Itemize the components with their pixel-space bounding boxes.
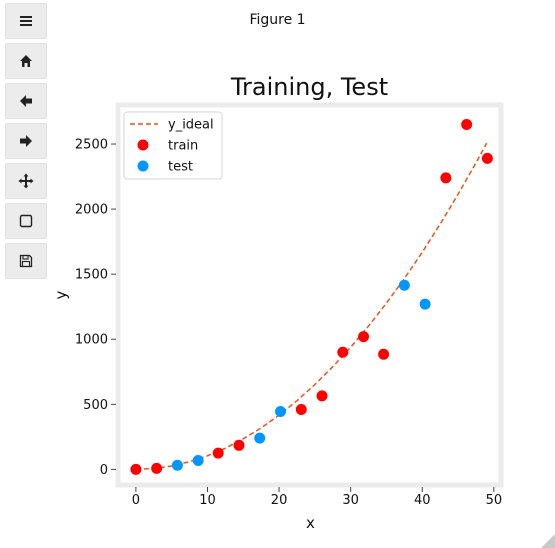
train-point <box>461 119 473 131</box>
arrow-left-icon <box>19 94 33 108</box>
train-point <box>295 404 307 416</box>
legend-swatch-train <box>137 139 149 151</box>
arrow-right-icon <box>19 134 33 148</box>
train-point <box>316 390 328 402</box>
test-point <box>254 432 266 444</box>
x-tick-label: 0 <box>132 493 140 508</box>
y-tick-label: 2000 <box>75 203 108 218</box>
x-tick-label: 20 <box>271 493 288 508</box>
y-tick-label: 1000 <box>75 333 108 348</box>
train-point <box>358 331 370 343</box>
save-button[interactable] <box>5 243 47 279</box>
legend-label-y_ideal: y_ideal <box>168 118 214 133</box>
x-tick-label: 50 <box>486 493 503 508</box>
train-point <box>481 152 493 164</box>
resize-grip[interactable] <box>541 534 555 548</box>
chart-title: Training, Test <box>230 73 388 101</box>
test-point <box>171 459 183 471</box>
legend-swatch-test <box>137 160 149 172</box>
forward-button[interactable] <box>5 123 47 159</box>
x-tick-label: 10 <box>199 493 216 508</box>
home-button[interactable] <box>5 43 47 79</box>
train-point <box>378 348 390 360</box>
toolbar <box>5 3 47 279</box>
train-point <box>151 462 163 474</box>
x-axis-label: x <box>306 514 315 532</box>
train-point <box>233 439 245 451</box>
back-button[interactable] <box>5 83 47 119</box>
pan-button[interactable] <box>5 163 47 199</box>
zoom-button[interactable] <box>5 203 47 239</box>
save-icon <box>19 254 33 268</box>
train-point <box>440 172 452 184</box>
home-icon <box>19 54 33 68</box>
menu-icon <box>19 14 33 28</box>
figure-title: Figure 1 <box>249 12 306 28</box>
legend-box <box>123 111 223 180</box>
y-tick-label: 2500 <box>75 138 108 153</box>
train-point <box>212 447 224 459</box>
square-icon <box>19 214 33 228</box>
x-tick-label: 30 <box>342 493 359 508</box>
legend-label-test: test <box>168 160 193 175</box>
train-point <box>130 463 142 475</box>
test-point <box>192 455 204 467</box>
test-point <box>398 279 410 291</box>
y-tick-label: 1500 <box>75 268 108 283</box>
train-point <box>337 346 349 358</box>
legend-label-train: train <box>168 139 198 154</box>
test-point <box>275 405 287 417</box>
y-axis-label: y <box>52 290 70 299</box>
menu-button[interactable] <box>5 3 47 39</box>
series-layer <box>130 119 493 475</box>
test-point <box>419 298 431 310</box>
y-tick-label: 0 <box>100 463 108 478</box>
move-icon <box>18 173 34 189</box>
x-tick-label: 40 <box>414 493 431 508</box>
y-tick-label: 500 <box>83 398 108 413</box>
